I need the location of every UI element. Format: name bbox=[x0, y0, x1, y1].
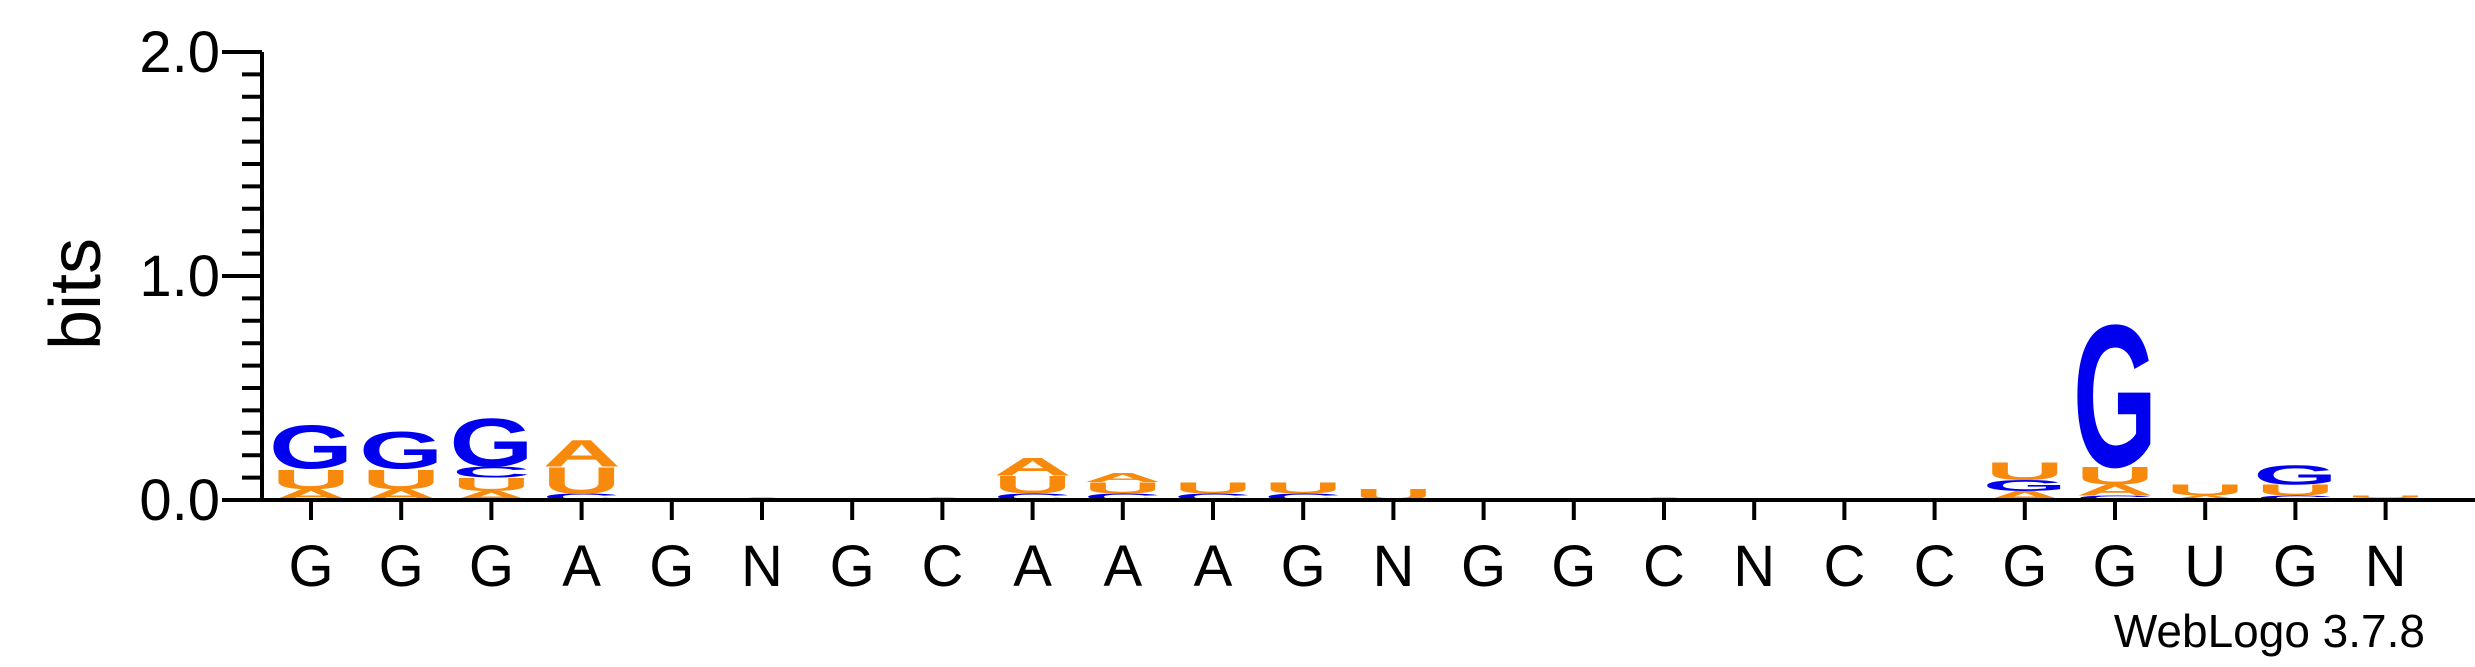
position-label: G bbox=[649, 534, 694, 599]
logo-letter: G bbox=[359, 421, 443, 480]
logo-letter: U bbox=[2347, 495, 2425, 498]
logo-letter: C bbox=[2076, 494, 2154, 501]
logo-letter: C bbox=[1264, 492, 1342, 502]
position-label: A bbox=[1013, 534, 1052, 599]
logo-letter: U bbox=[994, 471, 1072, 499]
logo-letter: G bbox=[1983, 477, 2067, 494]
position-label: G bbox=[2273, 534, 2318, 599]
y-tick-label: 0.0 bbox=[139, 468, 220, 533]
y-tick-label: 1.0 bbox=[139, 244, 220, 309]
logo-letter: U bbox=[362, 463, 440, 495]
position-label: G bbox=[1281, 534, 1326, 599]
position-label: G bbox=[2002, 534, 2047, 599]
letter-stacks: AUGAUGAUCGCUAAACUACUACUCUUAAGUCAUGAUCUGA… bbox=[269, 283, 2425, 510]
letter-stack: CU bbox=[1174, 479, 1252, 502]
letter-stack: CUA bbox=[543, 433, 621, 502]
logo-letter: A bbox=[1084, 471, 1162, 485]
position-label: C bbox=[1823, 534, 1865, 599]
logo-letter: U bbox=[2256, 482, 2334, 499]
position-label: N bbox=[1733, 534, 1775, 599]
logo-letter: G bbox=[449, 405, 533, 482]
position-label: N bbox=[2365, 534, 2407, 599]
position-label: G bbox=[2092, 534, 2137, 599]
logo-letter: G bbox=[2253, 459, 2337, 491]
logo-letter: U bbox=[452, 474, 530, 495]
position-label: G bbox=[469, 534, 514, 599]
letter-stack: CU bbox=[1264, 479, 1342, 502]
logo-letter: G bbox=[269, 412, 353, 482]
position-label: N bbox=[1372, 534, 1414, 599]
logo-letter: A bbox=[543, 433, 621, 475]
position-label: G bbox=[1551, 534, 1596, 599]
y-axis: 0.0 1.0 2.0 bbox=[139, 20, 264, 533]
logo-letter: C bbox=[994, 492, 1072, 502]
position-label: G bbox=[288, 534, 333, 599]
logo-letter: C bbox=[1174, 492, 1252, 502]
letter-stack: AGU bbox=[1983, 457, 2067, 503]
letter-stack: AUG bbox=[269, 412, 353, 503]
letter-stack: CUA bbox=[994, 453, 1072, 502]
logo-letter: U bbox=[1174, 479, 1252, 496]
logo-letter: A bbox=[2166, 494, 2244, 501]
position-label: A bbox=[562, 534, 601, 599]
logo-letter: U bbox=[1986, 457, 2064, 485]
position-label: G bbox=[830, 534, 875, 599]
position-label: N bbox=[741, 534, 783, 599]
logo-letter: C bbox=[1084, 492, 1162, 502]
position-label: G bbox=[379, 534, 424, 599]
logo-letter: U bbox=[1264, 479, 1342, 496]
letter-stack: CUG bbox=[2253, 459, 2337, 502]
letter-stack: AUG bbox=[359, 421, 443, 503]
y-axis-title: bits bbox=[36, 238, 116, 350]
position-label: C bbox=[1914, 534, 1956, 599]
logo-letter: U bbox=[272, 463, 350, 495]
position-label: U bbox=[2184, 534, 2226, 599]
logo-letter: C bbox=[452, 464, 530, 481]
position-label: A bbox=[1103, 534, 1142, 599]
position-label: G bbox=[1461, 534, 1506, 599]
letter-stack: CUA bbox=[1084, 471, 1162, 502]
logo-letter: C bbox=[543, 492, 621, 502]
position-label: C bbox=[921, 534, 963, 599]
y-tick-label: 2.0 bbox=[139, 20, 220, 85]
logo-letter: G bbox=[2073, 283, 2157, 510]
weblogo-credit: WebLogo 3.7.8 bbox=[2114, 605, 2425, 657]
logo-letter: U bbox=[2076, 462, 2154, 490]
position-label: A bbox=[1194, 534, 1233, 599]
logo-letter: U bbox=[1084, 479, 1162, 496]
logo-letter: C bbox=[2256, 494, 2334, 501]
logo-letter: U bbox=[2166, 482, 2244, 499]
logo-letter: U bbox=[543, 460, 621, 502]
letter-stack: AU bbox=[2166, 482, 2244, 502]
logo-letter: A bbox=[994, 453, 1072, 481]
position-label: C bbox=[1643, 534, 1685, 599]
logo-letter: A bbox=[2076, 482, 2154, 499]
